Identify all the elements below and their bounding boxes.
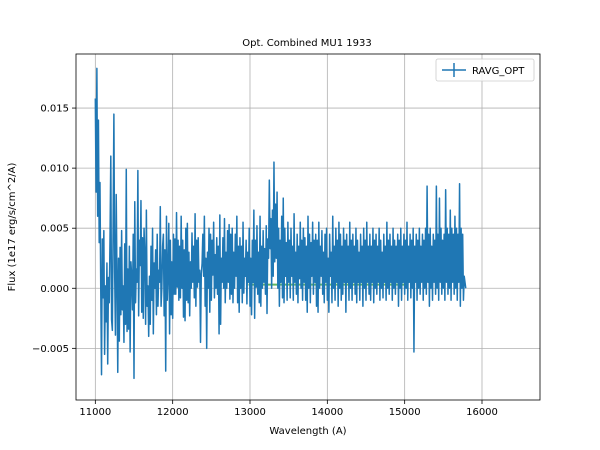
legend: RAVG_OPT — [435, 58, 535, 82]
x-tick-label: 11000 — [79, 407, 111, 418]
y-tick-label: −0.005 — [32, 344, 69, 355]
axes-frame — [75, 53, 541, 401]
x-tick-label: 14000 — [311, 407, 343, 418]
plot-area — [94, 67, 467, 380]
y-tick-label: 0.010 — [40, 164, 69, 175]
legend-box — [435, 58, 535, 82]
x-tick-label: 13000 — [234, 407, 266, 418]
series-line-ravg-opt — [94, 67, 467, 380]
x-tick-label: 15000 — [389, 407, 421, 418]
y-tick-label: 0.015 — [40, 104, 69, 115]
x-tick-label: 12000 — [157, 407, 189, 418]
legend-label: RAVG_OPT — [472, 66, 525, 77]
ticks: 11000 12000 13000 14000 15000 16000 −0.005 0.00… — [32, 104, 498, 418]
x-axis-label: Wavelength (A) — [269, 426, 346, 437]
y-tick-label: 0.000 — [40, 284, 69, 295]
y-axis-label: Flux (1e17 erg/s/cm^2/A) — [7, 163, 18, 292]
y-tick-label: 0.005 — [40, 224, 69, 235]
chart-title: Opt. Combined MU1 1933 — [242, 38, 371, 49]
x-tick-label: 16000 — [466, 407, 498, 418]
